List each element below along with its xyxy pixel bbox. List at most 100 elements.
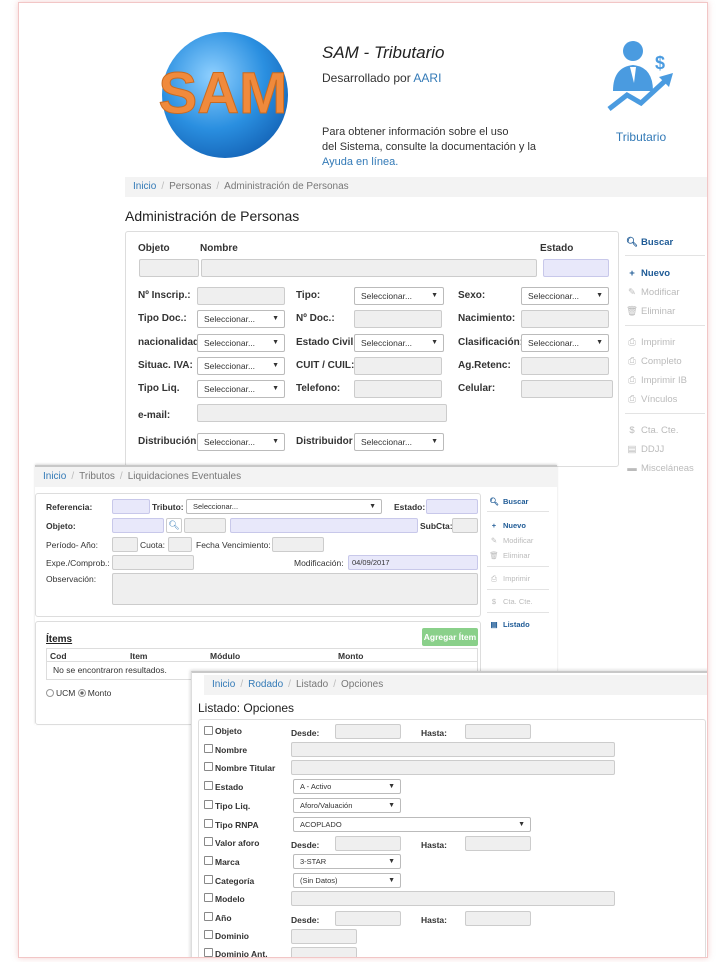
checkbox-dominio[interactable] [204, 930, 213, 939]
objeto-input[interactable] [139, 259, 199, 277]
nombre-titular-input[interactable] [291, 760, 615, 775]
checkbox-objeto[interactable] [204, 726, 213, 735]
help-link[interactable]: Ayuda en línea. [322, 156, 399, 168]
breadcrumb-inicio[interactable]: Inicio [43, 471, 67, 482]
eliminar-button[interactable]: 🗑︎ Eliminar [487, 551, 530, 560]
tipo-liq-select[interactable]: Aforo/Valuación [293, 798, 401, 813]
buscar-button[interactable]: 🔍︎ Buscar [487, 497, 528, 506]
objeto-input[interactable] [112, 518, 164, 533]
breadcrumb-tributos[interactable]: Tributos [79, 471, 115, 482]
modificar-button[interactable]: ✎ Modificar [625, 287, 680, 298]
tipo-doc-select[interactable]: Seleccionar... [197, 310, 285, 328]
objeto-code-input[interactable] [184, 518, 226, 533]
referencia-input[interactable] [112, 499, 150, 514]
distribucion-select[interactable]: Seleccionar... [197, 433, 285, 451]
checkbox-modelo[interactable] [204, 893, 213, 902]
help-info: Para obtener información sobre el uso de… [322, 125, 552, 170]
email-input[interactable] [197, 404, 447, 422]
celular-input[interactable] [521, 380, 613, 398]
breadcrumb-inicio[interactable]: Inicio [133, 181, 157, 192]
inscrip-input[interactable] [197, 287, 285, 305]
miscelaneas-button[interactable]: ▬ Misceláneas [625, 463, 694, 474]
checkbox-nombre-titular[interactable] [204, 762, 213, 771]
telefono-input[interactable] [354, 380, 442, 398]
nuevo-button[interactable]: + Nuevo [625, 268, 670, 279]
clasificacion-select[interactable]: Seleccionar... [521, 334, 609, 352]
cta-cte-button[interactable]: $ Cta. Cte. [487, 597, 533, 606]
tributario-icon[interactable]: $ [603, 39, 679, 115]
dominio-ant-input[interactable] [291, 947, 357, 957]
checkbox-anio[interactable] [204, 912, 213, 921]
checkbox-tipo-rnpa[interactable] [204, 819, 213, 828]
subcta-input[interactable] [452, 518, 478, 533]
sexo-select[interactable]: Seleccionar... [521, 287, 609, 305]
tipo-select[interactable]: Seleccionar... [354, 287, 444, 305]
breadcrumb-personas-item[interactable]: Personas [169, 181, 212, 192]
nombre-input[interactable] [291, 742, 615, 757]
checkbox-marca[interactable] [204, 856, 213, 865]
checkbox-nombre[interactable] [204, 744, 213, 753]
buscar-button[interactable]: 🔍︎ Buscar [625, 237, 674, 248]
categoria-select[interactable]: (Sin Datos) [293, 873, 401, 888]
modelo-input[interactable] [291, 891, 615, 906]
nacimiento-input[interactable] [521, 310, 609, 328]
checkbox-categoria[interactable] [204, 875, 213, 884]
estado-select[interactable]: A - Activo [293, 779, 401, 794]
imprimir-ib-button[interactable]: ⎙ Imprimir IB [625, 375, 687, 386]
distribuidor-select[interactable]: Seleccionar... [354, 433, 444, 451]
tributario-link[interactable]: Tributario [615, 130, 667, 144]
app-title: SAM - Tributario [322, 43, 445, 62]
estado-input[interactable] [543, 259, 609, 277]
periodo-input[interactable] [112, 537, 138, 552]
label-nombre: Nombre [215, 745, 248, 755]
objeto-desde-input[interactable] [335, 724, 401, 739]
tributo-select[interactable]: Seleccionar... [186, 499, 382, 514]
breadcrumb-listado[interactable]: Listado [295, 679, 329, 690]
checkbox-estado[interactable] [204, 781, 213, 790]
tipo-liq-select[interactable]: Seleccionar... [197, 380, 285, 398]
developer-line: Desarrollado por AARI [322, 71, 441, 85]
tipo-rnpa-select[interactable]: ACOPLADO [293, 817, 531, 832]
observacion-textarea[interactable] [112, 573, 478, 605]
breadcrumb-rodado-item[interactable]: Rodado [248, 679, 284, 690]
objeto-nombre-input[interactable] [230, 518, 418, 533]
modificar-button[interactable]: ✎ Modificar [487, 536, 534, 545]
imprimir-button[interactable]: ⎙ Imprimir [487, 574, 530, 584]
nuevo-button[interactable]: + Nuevo [487, 521, 526, 530]
ag-retenc-input[interactable] [521, 357, 609, 375]
developer-link[interactable]: AARI [413, 71, 442, 85]
eliminar-button[interactable]: 🗑︎ Eliminar [625, 306, 676, 317]
radio-monto[interactable] [77, 689, 86, 697]
checkbox-valor-aforo[interactable] [204, 837, 213, 846]
anio-hasta-input[interactable] [465, 911, 531, 926]
checkbox-tipo-liq[interactable] [204, 800, 213, 809]
anio-desde-input[interactable] [335, 911, 401, 926]
cta-cte-button[interactable]: $ Cta. Cte. [625, 425, 678, 436]
situac-iva-select[interactable]: Seleccionar... [197, 357, 285, 375]
nro-doc-input[interactable] [354, 310, 442, 328]
breadcrumb-inicio[interactable]: Inicio [212, 679, 236, 690]
nombre-input[interactable] [201, 259, 537, 277]
aforo-desde-input[interactable] [335, 836, 401, 851]
checkbox-dominio-ant[interactable] [204, 948, 213, 957]
agregar-item-button[interactable]: Agregar Ítem [422, 628, 478, 646]
expe-input[interactable] [112, 555, 194, 570]
search-icon[interactable]: 🔍︎ [166, 518, 182, 533]
completo-button[interactable]: ⎙ Completo [625, 356, 681, 367]
marca-select[interactable]: 3-STAR [293, 854, 401, 869]
estado-civil-select[interactable]: Seleccionar... [354, 334, 444, 352]
dominio-input[interactable] [291, 929, 357, 944]
vinculos-button[interactable]: ⎙ Vínculos [625, 394, 677, 405]
fecha-venc-input[interactable] [272, 537, 324, 552]
cuit-input[interactable] [354, 357, 442, 375]
aforo-hasta-input[interactable] [465, 836, 531, 851]
estado-input[interactable] [426, 499, 478, 514]
cuota-input[interactable] [168, 537, 192, 552]
ddjj-button[interactable]: ▤ DDJJ [625, 444, 665, 455]
radio-ucm[interactable] [46, 689, 54, 697]
nacionalidad-select[interactable]: Seleccionar... [197, 334, 285, 352]
objeto-hasta-input[interactable] [465, 724, 531, 739]
listado-button[interactable]: ▤ Listado [487, 620, 529, 629]
modificacion-input[interactable]: 04/09/2017 [348, 555, 478, 570]
imprimir-button[interactable]: ⎙ Imprimir [625, 337, 675, 348]
